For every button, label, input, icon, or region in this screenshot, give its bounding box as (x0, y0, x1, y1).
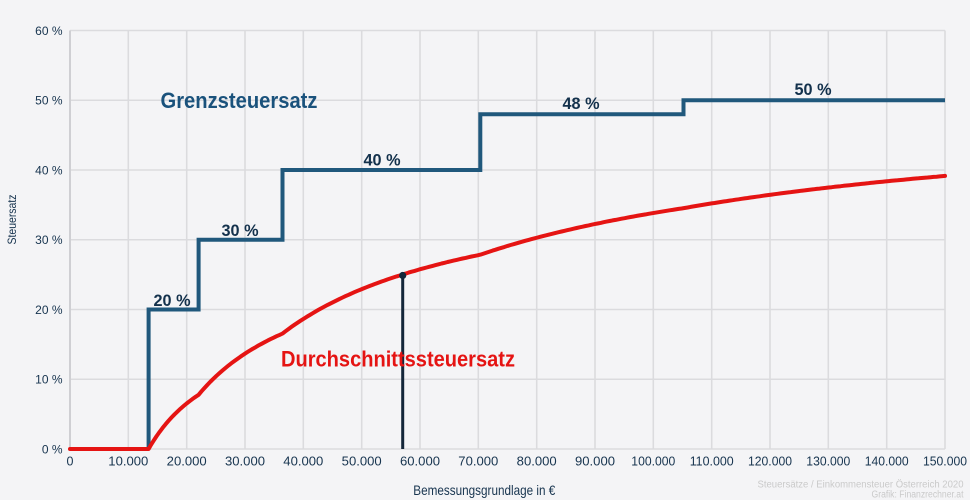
svg-text:130.000: 130.000 (806, 455, 850, 469)
svg-text:20.000: 20.000 (167, 455, 207, 469)
svg-text:50 %: 50 % (35, 94, 63, 108)
svg-text:60.000: 60.000 (400, 455, 440, 469)
svg-text:Durchschnittssteuersatz: Durchschnittssteuersatz (281, 347, 515, 372)
svg-text:Steuersatz: Steuersatz (5, 195, 19, 245)
svg-text:100.000: 100.000 (631, 455, 675, 469)
svg-text:110.000: 110.000 (690, 455, 734, 469)
svg-text:30 %: 30 % (35, 233, 63, 247)
svg-text:30 %: 30 % (222, 221, 259, 240)
svg-text:90.000: 90.000 (575, 455, 615, 469)
svg-text:50.000: 50.000 (342, 455, 382, 469)
svg-text:40 %: 40 % (364, 151, 401, 170)
svg-text:20 %: 20 % (35, 303, 63, 317)
svg-text:Steuersätze / Einkommensteuer: Steuersätze / Einkommensteuer Österreich… (758, 479, 964, 491)
svg-text:0: 0 (67, 455, 74, 469)
svg-text:60 %: 60 % (35, 24, 63, 38)
svg-text:120.000: 120.000 (748, 455, 792, 469)
svg-text:10.000: 10.000 (108, 455, 148, 469)
svg-text:80.000: 80.000 (517, 455, 557, 469)
svg-text:Grenzsteuersatz: Grenzsteuersatz (161, 88, 318, 113)
svg-text:70.000: 70.000 (458, 455, 498, 469)
svg-text:Grafik: Finanzrechner.at: Grafik: Finanzrechner.at (872, 490, 964, 500)
svg-text:140.000: 140.000 (865, 455, 909, 469)
svg-text:40.000: 40.000 (283, 455, 323, 469)
svg-text:40 %: 40 % (35, 163, 63, 177)
svg-text:Bemessungsgrundlage in €: Bemessungsgrundlage in € (413, 482, 555, 498)
svg-text:48 %: 48 % (563, 94, 600, 113)
svg-text:30.000: 30.000 (225, 455, 265, 469)
svg-text:150.000: 150.000 (923, 455, 967, 469)
svg-text:10 %: 10 % (35, 373, 63, 387)
svg-text:20 %: 20 % (154, 291, 191, 310)
svg-text:0 %: 0 % (42, 442, 63, 456)
svg-text:50 %: 50 % (795, 80, 832, 99)
